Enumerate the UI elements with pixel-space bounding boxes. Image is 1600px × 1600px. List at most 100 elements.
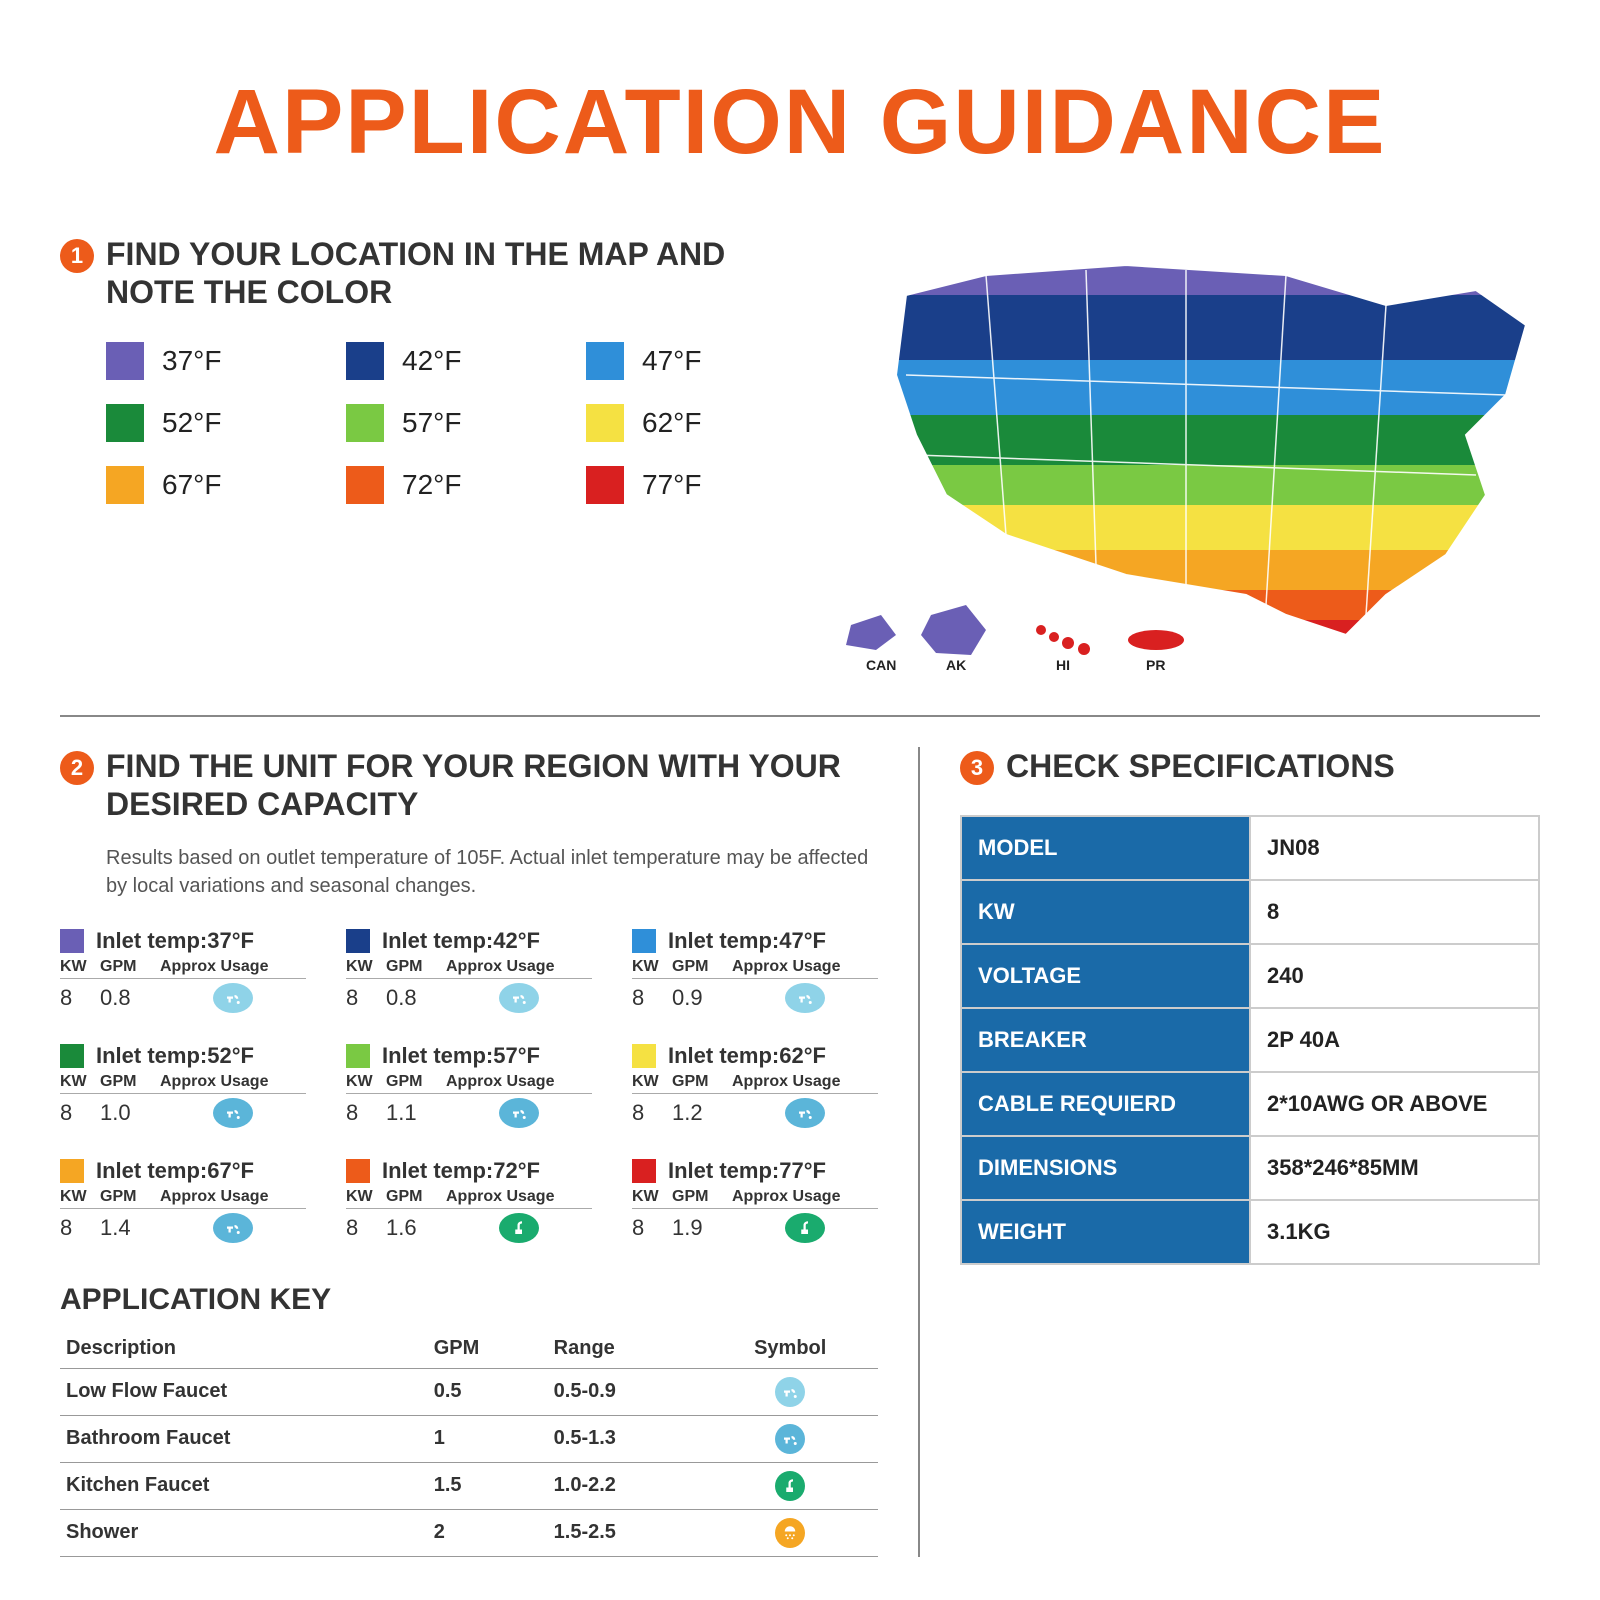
spec-row: KW8: [961, 880, 1539, 944]
temp-columns: KWGPMApprox Usage: [60, 958, 306, 979]
step2-section: 2 FIND THE UNIT FOR YOUR REGION WITH YOU…: [60, 747, 920, 1557]
legend-item: 62°F: [586, 404, 786, 442]
temp-values: 81.0: [60, 1094, 306, 1128]
temperature-legend: 37°F 42°F 47°F 52°F 57°F 62°F 67°F 72°F 77°F: [106, 342, 786, 504]
kitchen-icon: [785, 1213, 825, 1243]
svg-text:AK: AK: [946, 657, 966, 673]
col-symbol: Symbol: [702, 1329, 878, 1369]
temp-swatch: [632, 1159, 656, 1183]
usa-temperature-map: CAN AK HI PR: [826, 235, 1586, 675]
inlet-temp-card: Inlet temp:37°FKWGPMApprox Usage80.8: [60, 928, 306, 1013]
spec-row: WEIGHT3.1KG: [961, 1200, 1539, 1264]
legend-label: 52°F: [162, 407, 221, 439]
spec-row: BREAKER2P 40A: [961, 1008, 1539, 1072]
faucet-icon: [213, 1098, 253, 1128]
legend-item: 57°F: [346, 404, 546, 442]
legend-item: 67°F: [106, 466, 306, 504]
legend-label: 72°F: [402, 469, 461, 501]
legend-swatch: [586, 342, 624, 380]
spec-key: WEIGHT: [961, 1200, 1250, 1264]
spec-row: CABLE REQUIERD2*10AWG OR ABOVE: [961, 1072, 1539, 1136]
legend-swatch: [346, 342, 384, 380]
spec-value: 3.1KG: [1250, 1200, 1539, 1264]
inlet-temp-card: Inlet temp:57°FKWGPMApprox Usage81.1: [346, 1043, 592, 1128]
legend-swatch: [106, 466, 144, 504]
legend-item: 52°F: [106, 404, 306, 442]
legend-swatch: [106, 404, 144, 442]
inlet-temp-card: Inlet temp:62°FKWGPMApprox Usage81.2: [632, 1043, 878, 1128]
spec-key: DIMENSIONS: [961, 1136, 1250, 1200]
legend-label: 57°F: [402, 407, 461, 439]
specifications-table: MODELJN08KW8VOLTAGE240BREAKER2P 40ACABLE…: [960, 815, 1540, 1265]
temp-label: Inlet temp:47°F: [668, 928, 826, 954]
app-key-row: Shower21.5-2.5: [60, 1509, 878, 1556]
temp-swatch: [346, 1159, 370, 1183]
temp-label: Inlet temp:72°F: [382, 1158, 540, 1184]
faucet-icon: [785, 983, 825, 1013]
legend-label: 47°F: [642, 345, 701, 377]
svg-text:PR: PR: [1146, 657, 1165, 673]
inlet-temp-card: Inlet temp:77°FKWGPMApprox Usage81.9: [632, 1158, 878, 1243]
svg-text:HI: HI: [1056, 657, 1070, 673]
spec-key: VOLTAGE: [961, 944, 1250, 1008]
step1-section: 1 FIND YOUR LOCATION IN THE MAP AND NOTE…: [60, 235, 1540, 717]
temp-values: 81.6: [346, 1209, 592, 1243]
temp-swatch: [60, 929, 84, 953]
legend-item: 37°F: [106, 342, 306, 380]
inlet-temp-card: Inlet temp:72°F KWGPMApprox Usage81.6: [346, 1158, 592, 1243]
temp-values: 81.1: [346, 1094, 592, 1128]
kitchen-icon: [499, 1213, 539, 1243]
temp-values: 80.9: [632, 979, 878, 1013]
col-description: Description: [60, 1329, 428, 1369]
temp-values: 81.9: [632, 1209, 878, 1243]
legend-label: 67°F: [162, 469, 221, 501]
application-key-table: Description GPM Range Symbol Low Flow Fa…: [60, 1329, 878, 1557]
legend-item: 77°F: [586, 466, 786, 504]
faucet-icon: [213, 1213, 253, 1243]
temp-label: Inlet temp:77°F: [668, 1158, 826, 1184]
spec-value: 358*246*85MM: [1250, 1136, 1539, 1200]
temp-label: Inlet temp:42°F: [382, 928, 540, 954]
temp-swatch: [346, 1044, 370, 1068]
legend-swatch: [346, 466, 384, 504]
step2-subtitle: Results based on outlet temperature of 1…: [106, 844, 878, 900]
temp-swatch: [60, 1044, 84, 1068]
temp-swatch: [632, 929, 656, 953]
temp-label: Inlet temp:67°F: [96, 1158, 254, 1184]
temp-label: Inlet temp:52°F: [96, 1043, 254, 1069]
spec-row: VOLTAGE240: [961, 944, 1539, 1008]
inlet-temp-grid: Inlet temp:37°FKWGPMApprox Usage80.8 Inle…: [60, 928, 878, 1243]
app-key-row: Low Flow Faucet0.50.5-0.9: [60, 1368, 878, 1415]
app-key-row: Kitchen Faucet1.51.0-2.2: [60, 1462, 878, 1509]
step1-badge: 1: [60, 239, 94, 273]
step1-title: FIND YOUR LOCATION IN THE MAP AND NOTE T…: [106, 235, 786, 312]
step3-section: 3 CHECK SPECIFICATIONS MODELJN08KW8VOLTA…: [960, 747, 1540, 1557]
step3-badge: 3: [960, 751, 994, 785]
kitchen-icon: [775, 1471, 805, 1501]
spec-key: CABLE REQUIERD: [961, 1072, 1250, 1136]
page-title: APPLICATION GUIDANCE: [60, 70, 1540, 175]
inlet-temp-card: Inlet temp:47°FKWGPMApprox Usage80.9: [632, 928, 878, 1013]
spec-value: 2*10AWG OR ABOVE: [1250, 1072, 1539, 1136]
inlet-temp-card: Inlet temp:67°FKWGPMApprox Usage81.4: [60, 1158, 306, 1243]
col-gpm: GPM: [428, 1329, 548, 1369]
faucet-icon: [775, 1424, 805, 1454]
temp-columns: KWGPMApprox Usage: [632, 1073, 878, 1094]
spec-value: JN08: [1250, 816, 1539, 880]
legend-label: 37°F: [162, 345, 221, 377]
legend-swatch: [586, 466, 624, 504]
temp-values: 81.2: [632, 1094, 878, 1128]
faucet-icon: [499, 1098, 539, 1128]
legend-label: 77°F: [642, 469, 701, 501]
spec-value: 8: [1250, 880, 1539, 944]
legend-label: 42°F: [402, 345, 461, 377]
temp-values: 80.8: [60, 979, 306, 1013]
legend-label: 62°F: [642, 407, 701, 439]
step2-badge: 2: [60, 751, 94, 785]
temp-columns: KWGPMApprox Usage: [346, 958, 592, 979]
temp-columns: KWGPMApprox Usage: [346, 1188, 592, 1209]
temp-values: 80.8: [346, 979, 592, 1013]
temp-values: 81.4: [60, 1209, 306, 1243]
temp-swatch: [632, 1044, 656, 1068]
spec-key: MODEL: [961, 816, 1250, 880]
